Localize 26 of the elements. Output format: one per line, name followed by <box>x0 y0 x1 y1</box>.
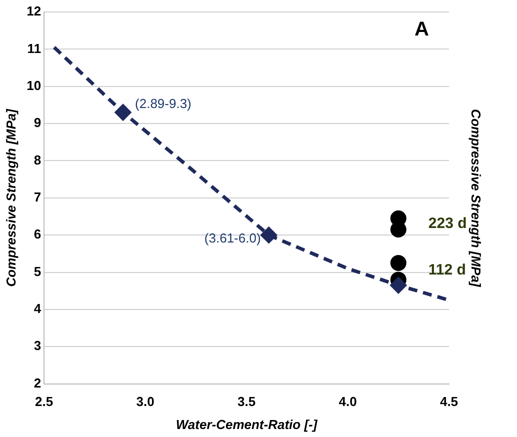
annotation: 223 d <box>428 215 467 232</box>
x-tick-label: 3.5 <box>237 394 256 410</box>
x-tick-label: 4.0 <box>338 394 357 410</box>
y-tick-label: 12 <box>26 4 42 19</box>
y-tick-label: 11 <box>27 40 42 56</box>
x-tick-label: 4.5 <box>440 394 458 410</box>
y-tick-label: 2 <box>34 375 42 390</box>
annotation: (2.89-9.3) <box>135 96 192 111</box>
y2-axis-title: Compressive Strength [MPa] <box>468 109 484 288</box>
y-tick-label: 7 <box>34 189 42 204</box>
point <box>390 254 406 271</box>
y-tick-label: 5 <box>34 264 42 279</box>
x-tick-label: 2.5 <box>35 394 54 410</box>
y-tick-label: 6 <box>34 226 42 242</box>
point <box>390 222 406 238</box>
y-axis-title: Compressive Strength [MPa] <box>3 108 18 287</box>
annotation: 112 d <box>428 262 466 279</box>
y-tick-label: 3 <box>34 338 42 354</box>
annotation: A <box>414 18 429 41</box>
x-axis-title: Water-Cement-Ratio [-] <box>176 416 318 432</box>
y-tick-label: 9 <box>34 115 42 130</box>
annotation: (3.61-6.0) <box>204 230 261 246</box>
y-tick-label: 8 <box>34 152 42 168</box>
x-tick-label: 3.0 <box>136 394 154 410</box>
y-tick-label: 10 <box>26 78 42 93</box>
y-tick-label: 4 <box>34 301 42 316</box>
